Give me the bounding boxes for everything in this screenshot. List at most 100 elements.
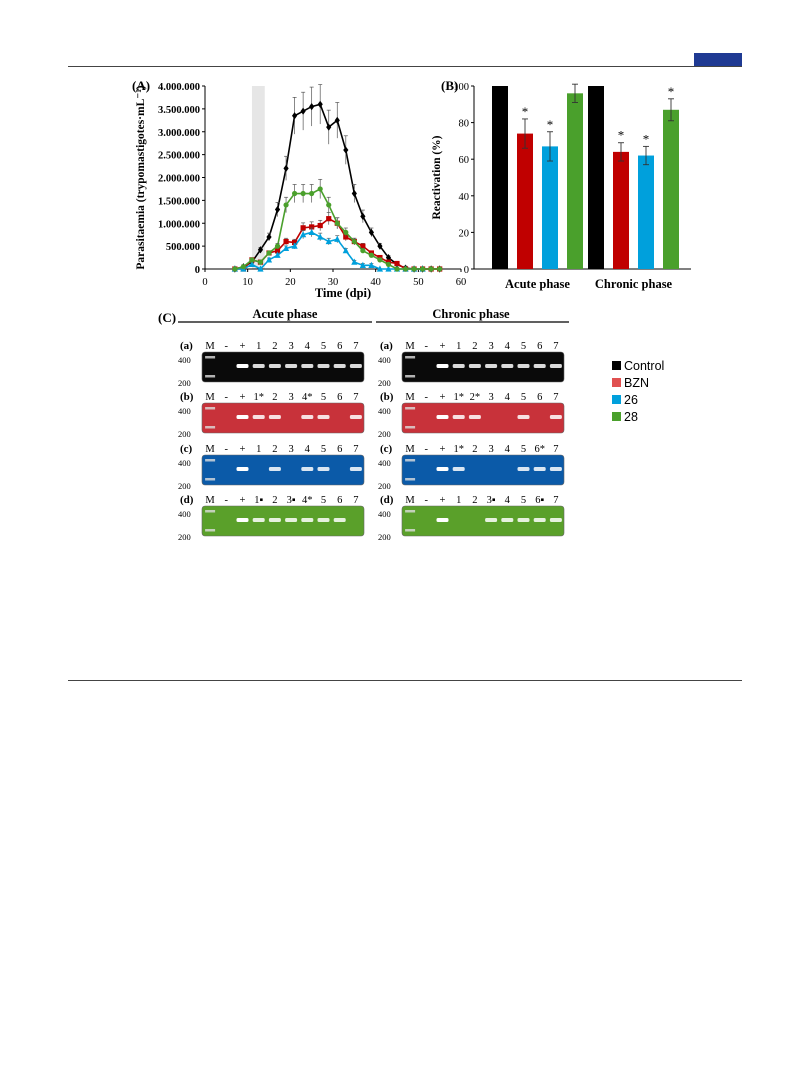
data-point xyxy=(385,253,392,262)
b-y-tick-label: 40 xyxy=(459,192,470,203)
data-point xyxy=(292,190,298,197)
bar-c28 xyxy=(567,93,583,269)
row-label-acute: (c) xyxy=(180,443,193,455)
data-point xyxy=(394,266,400,272)
b-y-tick-label: 60 xyxy=(459,155,470,166)
panel-label-b: (B) xyxy=(441,78,458,93)
marker-200-label: 200 xyxy=(178,429,191,439)
lane-label: - xyxy=(425,495,429,506)
b-y-tick-label: 80 xyxy=(459,119,470,130)
lane-label: 3 xyxy=(288,341,293,352)
data-point xyxy=(377,242,383,250)
row-label-acute: (a) xyxy=(180,340,193,352)
lane-label: 4 xyxy=(505,341,511,352)
data-point xyxy=(257,265,264,272)
ladder-band xyxy=(405,478,416,481)
lane-label: 3 xyxy=(488,444,493,455)
data-point xyxy=(266,233,272,241)
category-label: Acute phase xyxy=(505,277,570,291)
data-point xyxy=(343,146,349,154)
pcr-band xyxy=(549,467,562,471)
pcr-band xyxy=(252,518,265,522)
row-label-chronic: (c) xyxy=(380,443,393,455)
x-tick-label: 20 xyxy=(285,277,296,288)
legend-swatch xyxy=(612,378,621,387)
gel-acute-1 xyxy=(201,402,365,434)
data-point xyxy=(351,238,357,245)
row-label-acute: (d) xyxy=(180,494,194,506)
significance-mark: * xyxy=(522,104,529,119)
y-tick-label: 2.000.000 xyxy=(158,174,200,185)
data-point xyxy=(428,266,434,272)
data-point xyxy=(265,256,273,263)
lane-label: + xyxy=(240,341,246,352)
lane-label: 2 xyxy=(472,341,477,352)
legend-swatch xyxy=(612,395,621,404)
gel-acute-3 xyxy=(201,505,365,537)
data-point xyxy=(309,190,315,197)
y-axis-label: Parasitaemia (trypomastigotes·mL⁻¹) xyxy=(135,85,147,269)
x-tick-label: 60 xyxy=(456,277,467,288)
gel-chronic-2 xyxy=(401,454,565,486)
data-point xyxy=(248,260,256,268)
pcr-band xyxy=(252,415,265,419)
pcr-band xyxy=(301,415,314,419)
legend-label: 28 xyxy=(624,409,638,424)
lane-label: 6 xyxy=(337,341,342,352)
pcr-band xyxy=(285,364,298,368)
legend-label: Control xyxy=(624,358,665,373)
data-point xyxy=(376,265,384,272)
lane-label: 2 xyxy=(472,495,477,506)
chronic-title: Chronic phase xyxy=(432,307,510,321)
data-point xyxy=(394,260,400,267)
panel-label-c: (C) xyxy=(158,310,176,325)
top-rule xyxy=(68,66,742,67)
legend: Control BZN 26 28 xyxy=(612,357,664,425)
pcr-band xyxy=(236,467,249,471)
data-point xyxy=(274,251,281,258)
lane-label: 5 xyxy=(321,392,326,403)
lane-label: 7 xyxy=(553,495,558,506)
data-point xyxy=(334,235,341,242)
lane-label: 1 xyxy=(256,341,261,352)
lane-label: - xyxy=(425,341,429,352)
pcr-gels-panel: (C) Acute phase Chronic phase (a) 400 200 M - +1… xyxy=(158,307,569,542)
row-label-acute: (b) xyxy=(180,391,194,403)
y-tick-label: 500.000 xyxy=(166,242,200,253)
data-point xyxy=(266,250,272,256)
data-point xyxy=(317,100,323,108)
data-point xyxy=(283,202,289,208)
pcr-band xyxy=(317,415,330,419)
lane-label: M xyxy=(405,444,415,455)
lane-label: 5 xyxy=(521,495,526,506)
data-point xyxy=(317,233,324,240)
pcr-band xyxy=(468,364,481,368)
data-point xyxy=(292,112,298,120)
lane-label: 7 xyxy=(553,392,558,403)
lane-label: 1* xyxy=(253,392,264,403)
bar-c26 xyxy=(638,155,654,269)
b-y-tick-label: 0 xyxy=(464,265,469,276)
lane-label: 6▪ xyxy=(535,495,544,506)
ladder-band xyxy=(205,426,216,429)
y-tick-label: 4.000.000 xyxy=(158,82,200,93)
lane-label: 1▪ xyxy=(254,495,263,506)
lane-label: 4* xyxy=(302,392,313,403)
pcr-band xyxy=(349,415,362,419)
data-point xyxy=(282,244,290,252)
pcr-band xyxy=(252,364,265,368)
lane-label: 3 xyxy=(288,444,293,455)
x-tick-label: 40 xyxy=(370,277,381,288)
data-point xyxy=(385,261,392,268)
data-point xyxy=(326,202,332,208)
pcr-band xyxy=(436,518,449,522)
lane-label: 2 xyxy=(272,392,277,403)
y-tick-label: 0 xyxy=(195,265,200,276)
marker-200-label: 200 xyxy=(178,378,191,388)
panel-label-a: (A) xyxy=(132,78,150,93)
y-tick-label: 1.000.000 xyxy=(158,219,200,230)
ladder-band xyxy=(405,407,416,410)
marker-400-label: 400 xyxy=(378,355,391,365)
lane-label: M xyxy=(405,341,415,352)
lane-label: - xyxy=(425,444,429,455)
